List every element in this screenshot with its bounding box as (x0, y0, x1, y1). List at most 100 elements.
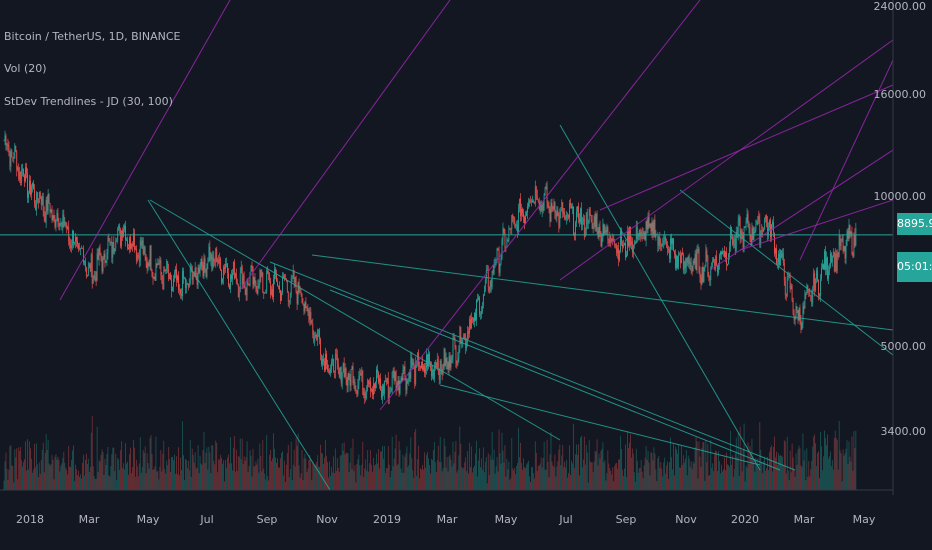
volume-bar (793, 469, 795, 490)
volume-bar (180, 457, 181, 490)
volume-bar (562, 445, 564, 490)
volume-bar (26, 470, 27, 490)
legend-volume[interactable]: Vol (20) (4, 62, 47, 75)
volume-bar (455, 440, 457, 490)
candle-body (494, 263, 496, 266)
volume-bar (265, 479, 267, 490)
candle-body (785, 294, 787, 297)
candle-body (478, 297, 479, 300)
volume-bar (649, 475, 651, 490)
candle-body (705, 250, 707, 267)
candle-body (839, 234, 841, 247)
volume-bar (255, 461, 257, 490)
candle-body (151, 270, 153, 277)
volume-bar (430, 458, 432, 490)
legend-symbol[interactable]: Bitcoin / TetherUS, 1D, BINANCE (4, 30, 181, 43)
candle-body (577, 206, 578, 212)
volume-bar (715, 450, 717, 490)
volume-bar (658, 455, 660, 490)
candle-body (53, 215, 55, 219)
candle-body (294, 277, 296, 283)
volume-bar (500, 463, 502, 490)
volume-bar (242, 463, 244, 490)
candle-body (533, 202, 535, 204)
candle-body (850, 232, 852, 235)
candle-body (578, 206, 579, 219)
candle-body (611, 238, 613, 242)
candle-body (402, 369, 404, 381)
candle-body (371, 389, 372, 392)
volume-bar (621, 449, 622, 490)
trendline-purple (799, 59, 894, 261)
candle-body (4, 135, 6, 141)
candle-body (8, 145, 10, 152)
candle-body (817, 270, 819, 280)
candle-body (753, 231, 755, 240)
candle-body (111, 241, 113, 258)
volume-bar (632, 453, 634, 490)
candle-body (48, 193, 50, 204)
volume-bar (54, 456, 56, 490)
volume-bar (567, 477, 569, 490)
volume-bar (571, 460, 572, 490)
volume-bar (132, 439, 134, 490)
candle-body (853, 234, 855, 257)
volume-bar (678, 444, 679, 490)
candle-body (661, 244, 663, 246)
volume-bar (450, 459, 452, 490)
volume-bar (835, 438, 837, 490)
volume-bar (199, 455, 201, 490)
candle-body (305, 302, 307, 308)
volume-bar (97, 472, 99, 490)
candle-body (616, 245, 618, 254)
candle-body (561, 202, 563, 210)
candle-body (779, 250, 781, 265)
volume-bar (68, 446, 70, 490)
volume-bar (124, 469, 125, 490)
candle-body (575, 222, 576, 235)
candle-body (653, 219, 655, 236)
candle-body (18, 167, 20, 180)
legend-indicator[interactable]: StDev Trendlines - JD (30, 100) (4, 95, 173, 108)
volume-bar (627, 430, 628, 490)
volume-bar (439, 437, 441, 490)
candle-body (336, 354, 338, 364)
candle-body (166, 260, 168, 271)
candle-body (78, 244, 79, 249)
candle-body (496, 248, 498, 261)
volume-bar (48, 463, 50, 490)
volume-bar (791, 443, 793, 490)
candle-body (680, 252, 682, 264)
candle-body (173, 278, 174, 287)
volume-bar (802, 433, 804, 490)
candle-body (834, 253, 836, 271)
volume-bar (674, 475, 675, 490)
volume-bar (574, 468, 575, 490)
candle-body (408, 372, 410, 380)
volume-bar (604, 460, 606, 490)
candle-body (849, 224, 851, 235)
candle-body (357, 385, 359, 395)
volume-bar (778, 455, 780, 490)
volume-bar (496, 457, 498, 490)
volume-bar (738, 476, 740, 490)
candle-body (757, 216, 759, 222)
volume-bar (423, 469, 424, 490)
volume-bar (183, 480, 185, 490)
volume-bar (269, 455, 271, 490)
volume-bar (186, 467, 188, 490)
volume-bar (244, 460, 246, 490)
volume-bar (298, 465, 300, 490)
candle-body (784, 280, 786, 295)
candle-body (629, 226, 630, 246)
candle-body (83, 261, 85, 263)
volume-bar (196, 467, 198, 490)
volume-bar (384, 472, 386, 490)
volume-bar (409, 453, 411, 490)
volume-bar (282, 475, 284, 490)
volume-bar (294, 466, 296, 490)
candle-body (483, 290, 485, 295)
candle-body (734, 239, 736, 251)
candle-body (52, 215, 54, 220)
